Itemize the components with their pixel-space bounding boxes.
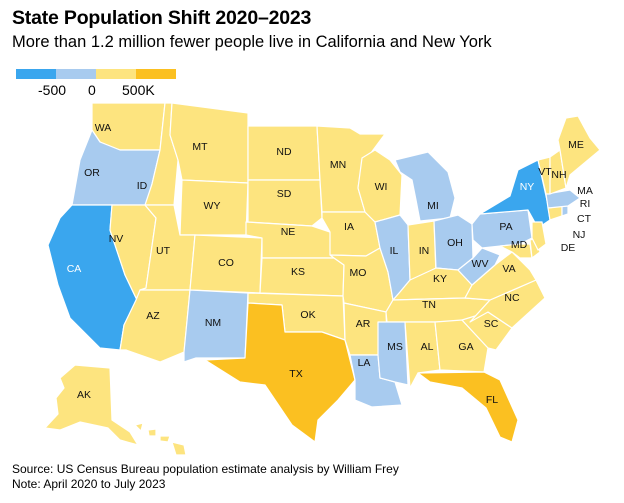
state-label-MI: MI: [427, 200, 439, 212]
state-label-IN: IN: [419, 245, 430, 257]
state-WV: [457, 247, 501, 286]
state-label-MO: MO: [350, 267, 367, 279]
state-label-VA: VA: [502, 263, 515, 275]
state-label-ME: ME: [568, 139, 584, 151]
state-label-NV: NV: [109, 233, 124, 245]
state-label-ID: ID: [137, 180, 148, 192]
state-label-FL: FL: [486, 394, 498, 406]
state-TX: [204, 302, 356, 443]
state-label-AK: AK: [77, 389, 91, 401]
state-label-OH: OH: [447, 237, 463, 249]
state-label-UT: UT: [156, 245, 171, 257]
legend-label-zero: 0: [88, 82, 96, 98]
state-label-NE: NE: [281, 226, 296, 238]
state-HI: [134, 422, 187, 456]
state-FL: [417, 371, 519, 443]
map-title: State Population Shift 2020–2023: [12, 7, 312, 29]
legend-swatch-large-gain: [136, 69, 176, 79]
state-ME: [557, 115, 601, 189]
state-label-WI: WI: [375, 181, 388, 193]
state-label-NM: NM: [205, 317, 221, 329]
state-label-NJ: NJ: [573, 229, 586, 241]
legend-swatch-loss: [56, 69, 96, 79]
state-AL: [404, 321, 441, 389]
color-legend: -500 0 500K: [16, 69, 176, 103]
state-SD: [247, 179, 323, 227]
state-MA: [545, 189, 581, 209]
state-label-IL: IL: [390, 245, 399, 257]
state-label-CO: CO: [218, 257, 234, 269]
state-label-VT: VT: [538, 166, 552, 178]
legend-label-500k: 500K: [122, 82, 155, 98]
state-label-LA: LA: [358, 357, 371, 369]
state-label-OK: OK: [300, 309, 315, 321]
note-line: Note: April 2020 to July 2023: [12, 477, 166, 491]
state-MT: [169, 102, 249, 184]
state-AK: [44, 364, 139, 446]
state-label-WV: WV: [472, 258, 489, 270]
legend-swatch-large-loss: [16, 69, 56, 79]
state-label-MD: MD: [511, 239, 528, 251]
state-label-CT: CT: [577, 213, 592, 225]
state-label-NC: NC: [504, 292, 520, 304]
state-label-MS: MS: [387, 341, 403, 353]
state-label-NH: NH: [551, 169, 566, 181]
state-MI: [394, 151, 456, 222]
legend-label-minus-500: -500: [38, 82, 67, 98]
state-label-MN: MN: [330, 159, 346, 171]
state-label-ND: ND: [276, 146, 292, 158]
state-label-CA: CA: [67, 263, 82, 275]
state-label-RI: RI: [580, 198, 591, 210]
state-label-KS: KS: [291, 266, 305, 278]
state-label-SD: SD: [277, 188, 292, 200]
map-subtitle: More than 1.2 million fewer people live …: [12, 33, 492, 51]
state-label-GA: GA: [458, 341, 473, 353]
state-label-WA: WA: [95, 122, 112, 134]
state-label-PA: PA: [499, 221, 512, 233]
state-label-NY: NY: [520, 181, 535, 193]
state-RI: [561, 205, 569, 217]
state-label-SC: SC: [484, 318, 499, 330]
state-label-AZ: AZ: [146, 310, 160, 322]
state-label-OR: OR: [84, 167, 100, 179]
state-label-MT: MT: [192, 141, 208, 153]
state-label-DE: DE: [561, 242, 576, 254]
state-MS: [377, 321, 409, 386]
state-label-TN: TN: [422, 299, 436, 311]
legend-swatch-gain: [96, 69, 136, 79]
state-label-AR: AR: [356, 318, 371, 330]
source-note: Source: US Census Bureau population esti…: [12, 462, 399, 492]
state-NJ: [531, 221, 547, 251]
source-line: Source: US Census Bureau population esti…: [12, 462, 399, 476]
state-label-WY: WY: [204, 200, 221, 212]
state-label-AL: AL: [421, 341, 434, 353]
state-label-IA: IA: [344, 221, 354, 233]
state-GA: [434, 319, 489, 373]
state-label-TX: TX: [289, 368, 302, 380]
state-label-MA: MA: [577, 185, 593, 197]
state-label-KY: KY: [433, 273, 447, 285]
